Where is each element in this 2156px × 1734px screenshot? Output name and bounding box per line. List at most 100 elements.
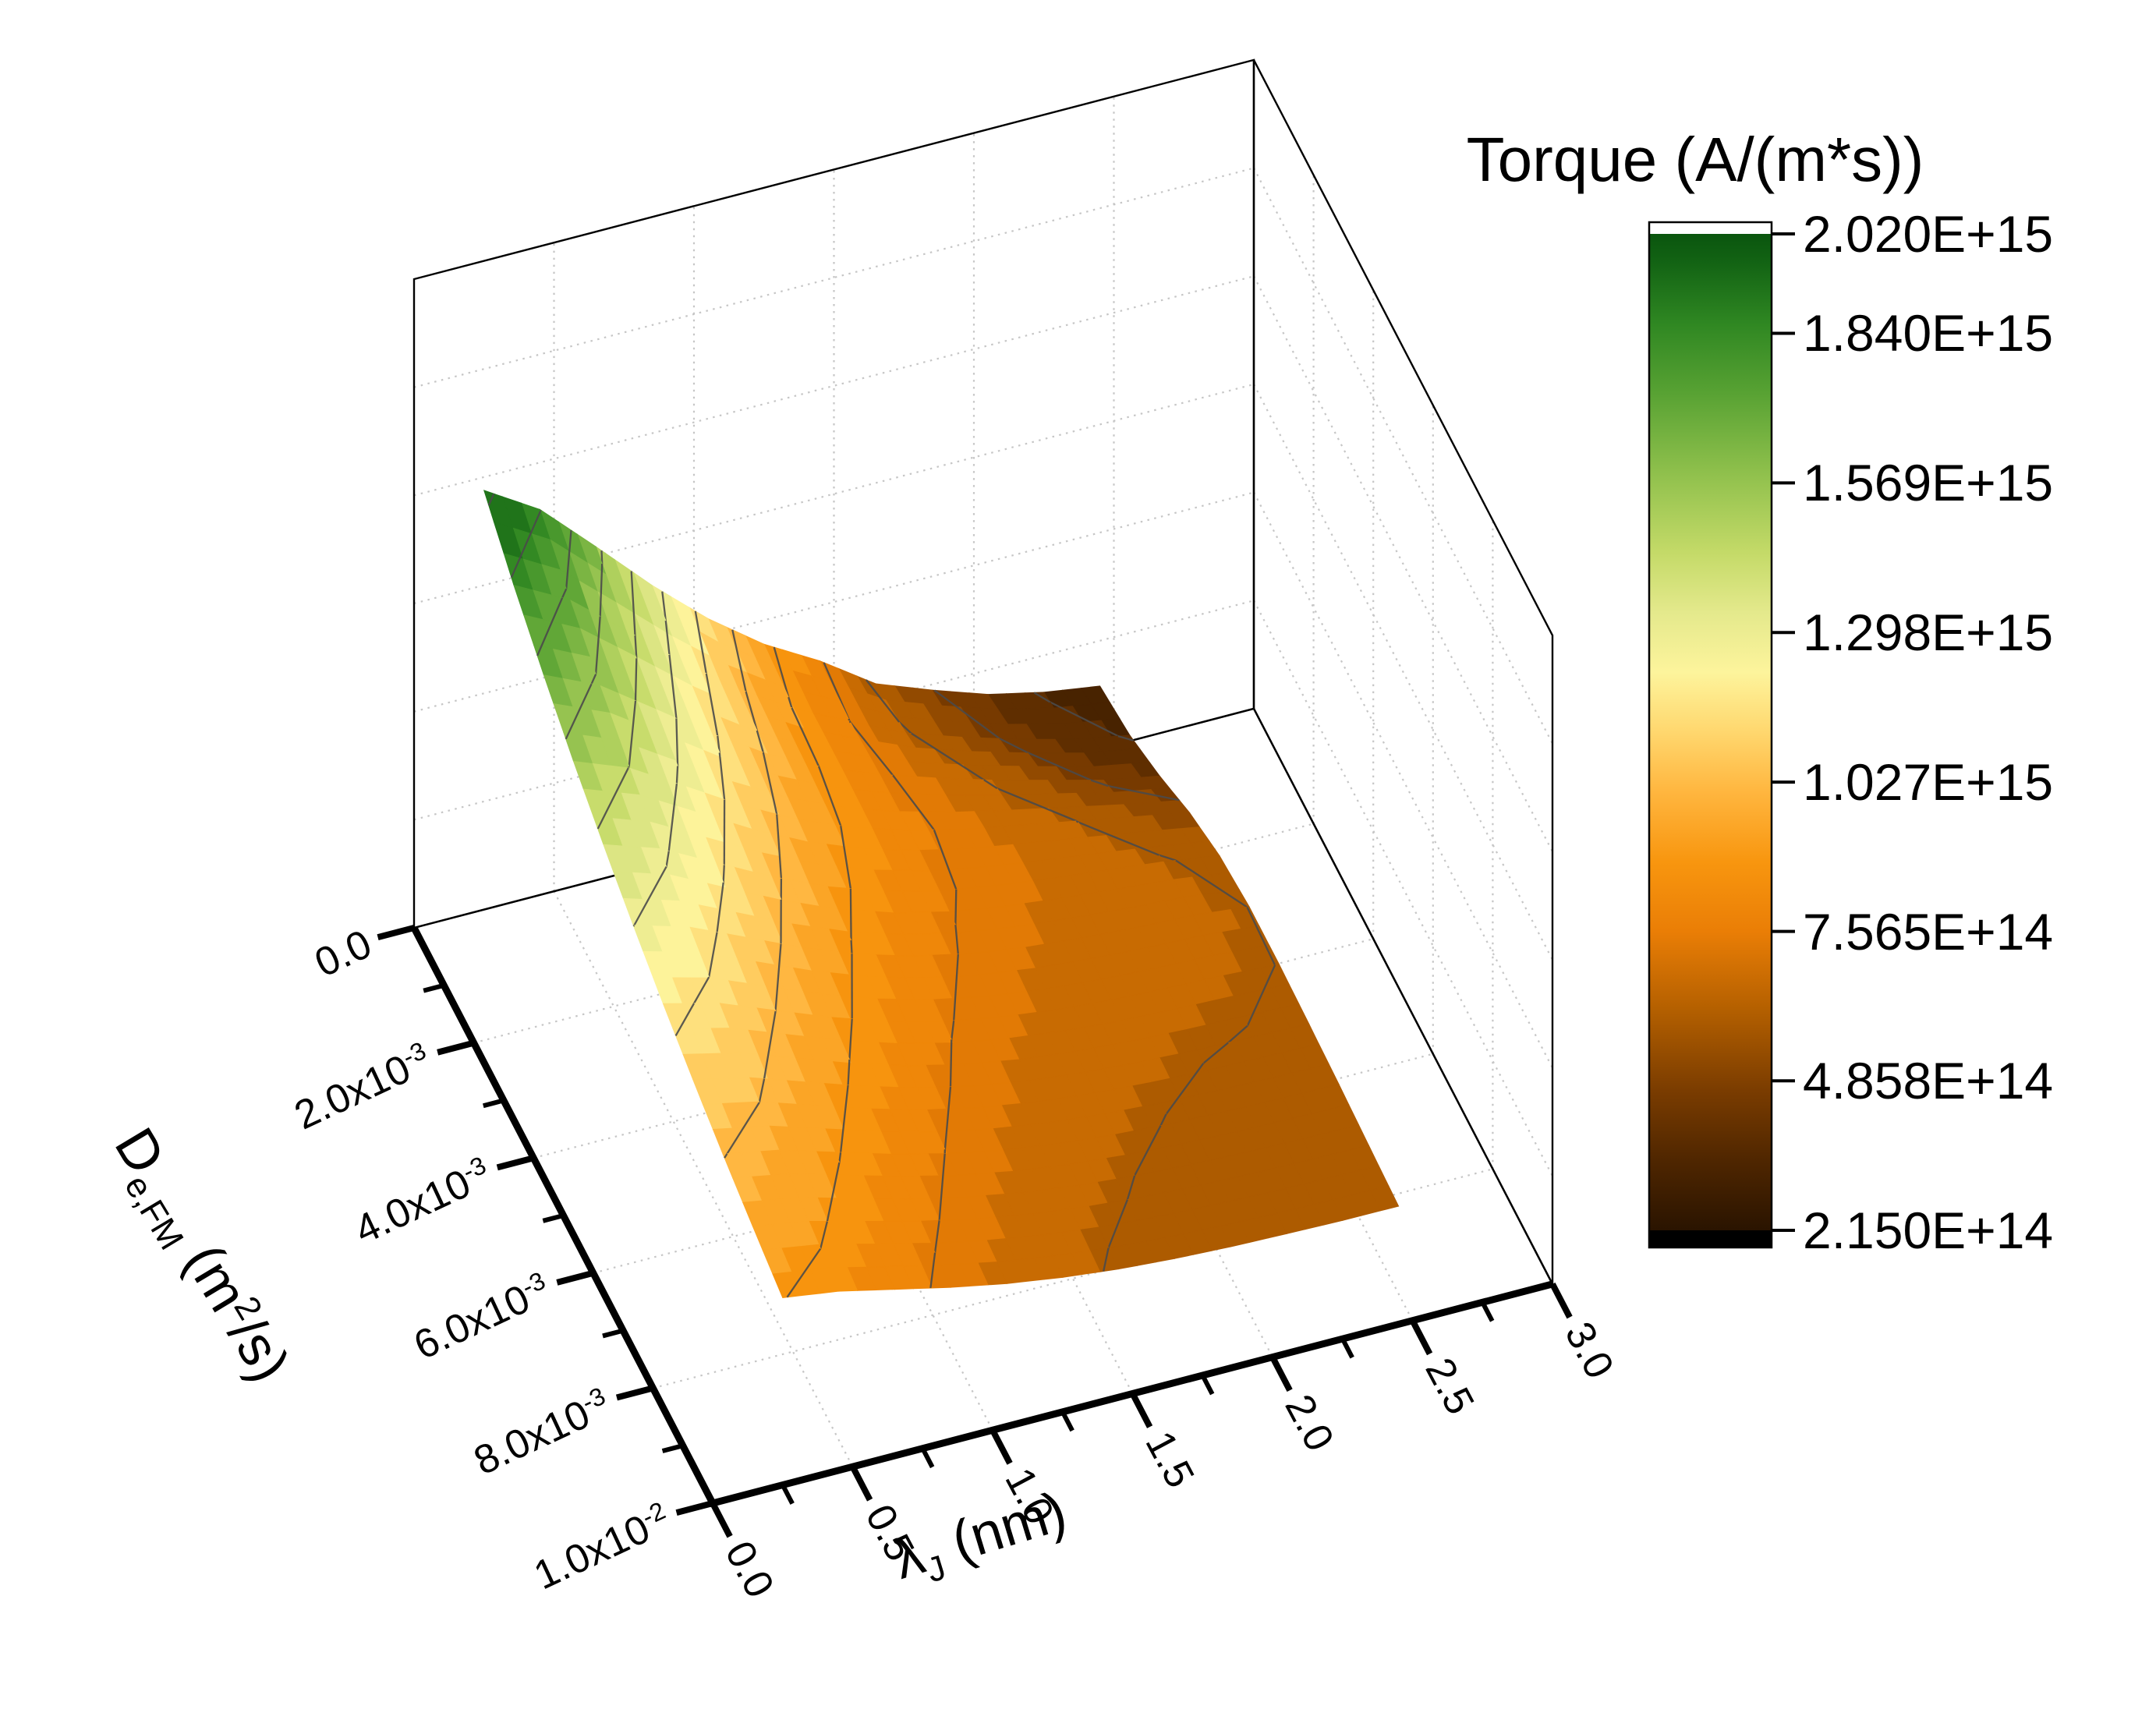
contour-line [536, 597, 597, 685]
colorbar-title: Torque (A/(m*s)) [1466, 125, 1924, 194]
contour-line [999, 738, 1028, 754]
contour-line [661, 591, 707, 674]
contour-line [954, 925, 959, 954]
contour-line [823, 662, 901, 723]
contour-line [633, 866, 667, 926]
contour-line [786, 1247, 822, 1298]
lambda-axis-tick-label: 2.5 [1416, 1350, 1483, 1422]
contour-line [705, 673, 764, 753]
contour-line [1107, 1199, 1128, 1248]
contour-line [892, 774, 935, 830]
colorbar [1648, 221, 1795, 1249]
lambda-axis-tick-label: 2.0 [1276, 1387, 1343, 1459]
contour-line [933, 829, 958, 890]
contour-line [1033, 692, 1051, 703]
contour-line [951, 1020, 955, 1040]
contour-line [938, 1153, 946, 1221]
contour-line [1246, 964, 1276, 1027]
contour-line [911, 732, 985, 781]
colorbar-tick-label: 1.027E+15 [1803, 753, 2054, 812]
contour-line [1175, 859, 1248, 908]
contour-line [1027, 752, 1092, 781]
contour-line [817, 766, 842, 826]
contour-line [722, 865, 782, 944]
contour-line [667, 783, 678, 851]
contour-line [594, 616, 638, 701]
contour-line [933, 1220, 940, 1253]
contour-line [628, 700, 679, 784]
contour-line [838, 1152, 842, 1163]
contour-line [665, 851, 724, 932]
colorbar-tick-label: 7.565E+14 [1803, 902, 2054, 961]
contour-line [1202, 1042, 1229, 1064]
contour-line [600, 550, 671, 656]
contour-line [724, 1153, 728, 1159]
contour-line [776, 814, 783, 879]
contour-line [997, 787, 1077, 823]
contour-line [1165, 1063, 1205, 1115]
colorbar-tick-label: 1.298E+15 [1803, 603, 2054, 662]
colorbar-tick-label: 1.840E+15 [1803, 304, 2054, 363]
contour-line [1117, 734, 1135, 741]
contour-line [820, 1221, 829, 1249]
contour-line [848, 1018, 853, 1060]
contour-line [929, 1252, 936, 1289]
contour-line [849, 721, 894, 777]
axes [377, 925, 1573, 1538]
contour-line [1227, 1024, 1248, 1044]
d-axis-tick-label: 0.0 [307, 921, 378, 986]
contour-line [745, 691, 820, 767]
contour-line [763, 1010, 777, 1079]
d-axis-tick-label: 6.0x10-3 [407, 1265, 550, 1369]
contour-line [726, 1102, 760, 1155]
colorbar-gradient [1649, 234, 1772, 1230]
colorbar-bottom-cap [1649, 1230, 1772, 1247]
lambda-axis-tick-label: 1.5 [1136, 1424, 1203, 1495]
contour-line [780, 878, 853, 954]
contour-line [708, 932, 718, 978]
contour-line [597, 767, 629, 830]
lambda-axis-tick-label: 3.0 [1556, 1314, 1623, 1386]
contour-line [933, 689, 1000, 740]
colorbar-tick-label: 2.150E+14 [1803, 1201, 2054, 1259]
contour-line [1134, 1125, 1162, 1177]
contour-line [731, 629, 793, 709]
d-axis-tick-label: 4.0x10-3 [347, 1151, 490, 1254]
d-axis-tick-label: 8.0x10-3 [467, 1381, 610, 1484]
surface-facet [772, 1271, 802, 1298]
contour-line [634, 635, 678, 719]
colorbar-tick-label: 4.858E+14 [1803, 1052, 2054, 1110]
contour-line [954, 889, 958, 925]
contour-line [1090, 779, 1109, 787]
d-axis-tick-label: 1.0x10-2 [526, 1496, 670, 1599]
contour-line [1108, 784, 1180, 802]
contour-line [953, 954, 959, 1021]
contour-line [839, 1085, 849, 1153]
colorbar-top-cap [1649, 222, 1772, 234]
x-axis-title: λJ (nm) [886, 1480, 1074, 1591]
contour-line [1246, 906, 1276, 966]
colorbar-tick-label: 2.020E+15 [1803, 205, 2054, 263]
contour-line [1050, 701, 1119, 738]
contour-line [826, 1162, 841, 1222]
surface-mesh [483, 490, 1400, 1298]
contour-line [983, 779, 998, 790]
contour-line [1103, 1247, 1110, 1272]
contour-line [1078, 821, 1159, 856]
contour-line [758, 1078, 766, 1103]
contour-line [487, 493, 568, 599]
contour-line [674, 1003, 696, 1036]
contour-line [848, 720, 851, 724]
contour-line [632, 925, 710, 1004]
lambda-axis-tick-label: 0.0 [716, 1534, 783, 1605]
contour-line [1075, 820, 1079, 823]
colorbar-border [1648, 221, 1773, 1249]
contour-line [675, 718, 726, 800]
contour-line [1126, 1175, 1136, 1201]
contour-line [1159, 1113, 1167, 1127]
colorbar-tick-label: 1.569E+15 [1803, 454, 2054, 512]
contour-line [898, 721, 912, 734]
y-axis-title: De,FM (m2/s) [102, 1117, 302, 1393]
